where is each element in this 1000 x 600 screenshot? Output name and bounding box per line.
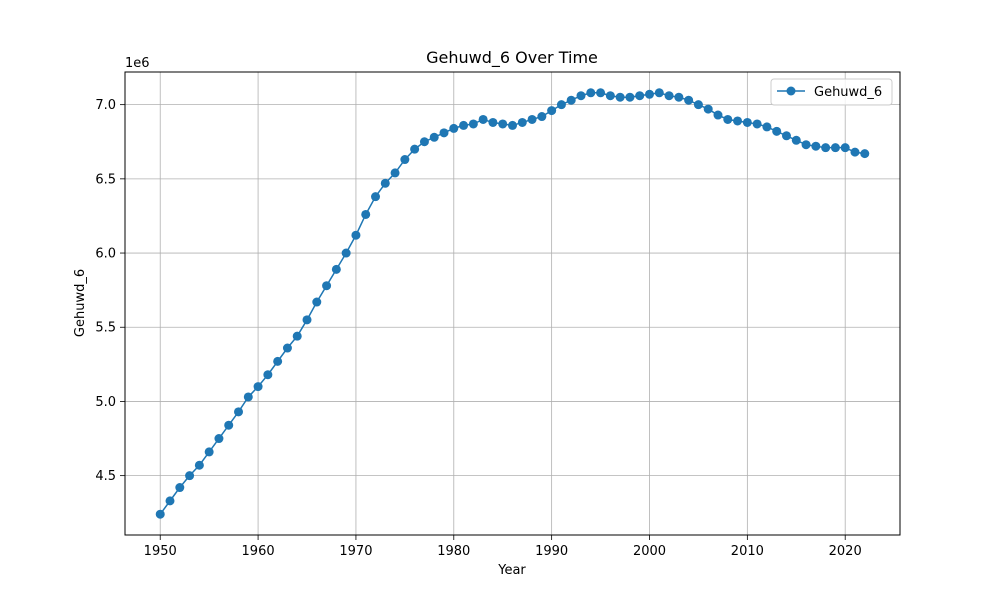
data-point [361, 209, 371, 219]
legend-box [770, 78, 893, 106]
data-point [840, 143, 850, 153]
data-point [644, 89, 654, 99]
plot-area-frame [124, 71, 901, 536]
y-tick-label: 6.0 [95, 247, 116, 262]
data-point [830, 143, 840, 153]
y-axis-label: Gehuwd_6 [73, 269, 88, 337]
data-point [547, 106, 557, 116]
data-point [860, 149, 870, 159]
data-point [224, 420, 234, 430]
data-point [566, 95, 576, 105]
y-tick-label: 5.0 [95, 395, 116, 410]
x-tick-label: 2000 [633, 544, 666, 559]
data-point [654, 88, 664, 98]
data-point [605, 91, 615, 101]
data-point [439, 128, 449, 138]
series-gehuwd-6 [155, 88, 870, 519]
data-point [390, 168, 400, 178]
data-point [449, 123, 459, 133]
x-tick-label: 1990 [535, 544, 568, 559]
x-tick-label: 2010 [731, 544, 764, 559]
data-point [175, 483, 185, 493]
data-point [155, 509, 165, 519]
data-point [273, 356, 283, 366]
legend-label: Gehuwd_6 [814, 85, 882, 100]
data-point [478, 114, 488, 124]
data-point [292, 331, 302, 341]
x-tick-label: 1960 [242, 544, 275, 559]
data-point [302, 315, 312, 325]
data-point [723, 114, 733, 124]
x-tick-label: 1970 [339, 544, 372, 559]
data-point [664, 91, 674, 101]
data-point [811, 141, 821, 151]
data-point [253, 382, 263, 392]
data-point [733, 116, 743, 126]
data-point [674, 92, 684, 102]
data-point [556, 100, 566, 110]
data-point [693, 100, 703, 110]
data-point [380, 178, 390, 188]
data-point [282, 343, 292, 353]
data-point [400, 155, 410, 165]
data-point [625, 92, 635, 102]
data-point [586, 88, 596, 98]
data-point [331, 264, 341, 274]
data-point [850, 147, 860, 157]
data-point [234, 407, 244, 417]
data-point [635, 91, 645, 101]
data-point [801, 140, 811, 150]
data-point [684, 95, 694, 105]
data-point [508, 120, 517, 130]
data-point [752, 119, 762, 129]
x-tick-label: 2020 [829, 544, 862, 559]
data-point [351, 230, 361, 240]
y-tick-label: 4.5 [95, 469, 116, 484]
legend-dot-marker [786, 86, 796, 96]
data-point [596, 88, 606, 98]
data-point [194, 460, 204, 470]
axis-ticks: 1950 1960 1970 1980 1990 2000 2010 2020 4.5 5.0 5.… [95, 98, 861, 559]
data-point [537, 112, 547, 122]
data-point [791, 135, 801, 145]
chart-title: Gehuwd_6 Over Time [426, 48, 598, 68]
data-point [165, 496, 175, 506]
data-point [341, 248, 351, 258]
data-point [322, 281, 332, 291]
data-point [576, 91, 586, 101]
data-point [742, 117, 752, 127]
data-point [185, 471, 195, 481]
data-point [214, 434, 224, 444]
data-point [703, 104, 713, 114]
data-point [517, 117, 527, 127]
data-point [243, 392, 253, 402]
y-tick-label: 7.0 [95, 98, 116, 113]
data-point [488, 117, 498, 127]
data-point [821, 143, 831, 153]
data-point [762, 122, 772, 132]
data-point [371, 192, 381, 202]
legend: Gehuwd_6 [770, 78, 893, 106]
data-point [615, 92, 625, 102]
data-point [459, 120, 469, 130]
data-point [263, 370, 273, 380]
data-point [781, 131, 791, 141]
data-point [498, 119, 508, 129]
y-axis-offset-label: 1e6 [125, 56, 150, 71]
x-axis-label: Year [497, 563, 526, 578]
x-tick-label: 1950 [144, 544, 177, 559]
data-point [468, 119, 478, 129]
data-point [312, 297, 322, 307]
data-point [410, 144, 420, 154]
x-tick-label: 1980 [437, 544, 470, 559]
data-point [527, 114, 537, 124]
data-point [204, 447, 214, 457]
data-point [429, 132, 439, 142]
data-point [419, 137, 429, 147]
data-point [772, 126, 782, 136]
data-point [713, 110, 723, 120]
y-tick-label: 5.5 [95, 321, 116, 336]
y-tick-label: 6.5 [95, 172, 116, 187]
